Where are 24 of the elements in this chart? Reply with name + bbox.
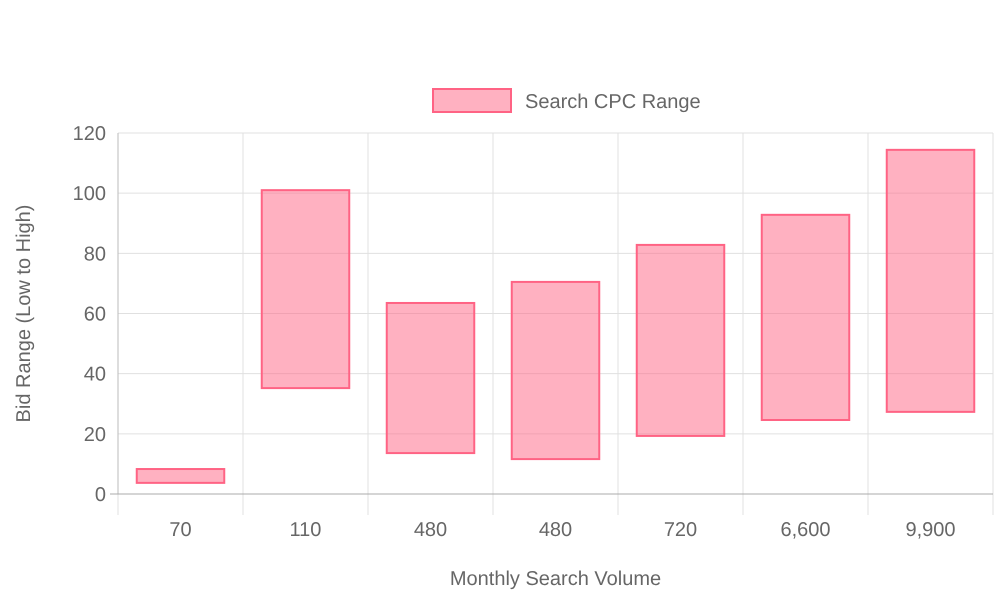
bar [760,214,850,421]
x-tick-label: 480 [538,519,572,541]
x-tick-label: 480 [414,519,448,541]
x-tick-label: 720 [664,519,698,541]
y-tick-label: 80 [84,243,106,266]
bar [386,302,476,454]
x-axis-title: Monthly Search Volume [450,568,662,590]
bar [136,468,226,484]
bar [260,189,350,390]
y-tick-label: 40 [84,364,106,386]
y-tick-label: 20 [84,424,106,446]
bar [886,148,976,413]
x-tick-label: 110 [290,519,322,541]
y-tick-label: 60 [84,304,106,326]
x-tick-label: 70 [169,519,192,541]
bar [636,244,726,437]
x-tick-label: 9,900 [905,519,956,541]
x-tick-label: 6,600 [780,519,831,541]
y-tick-label: 100 [72,183,106,206]
y-tick-label: 120 [72,123,106,145]
bar [510,280,600,460]
y-axis-title: Bid Range (Low to High) [13,204,35,422]
y-tick-label: 0 [94,484,106,506]
legend-label: Search CPC Range [525,91,701,113]
